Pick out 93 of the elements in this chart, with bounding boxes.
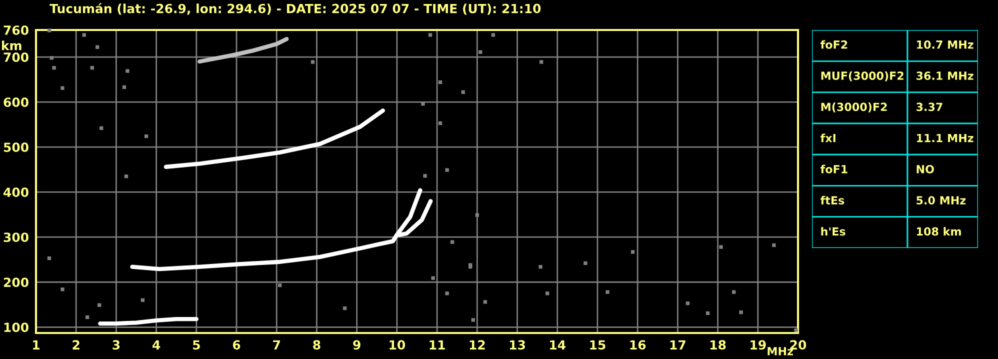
point bbox=[310, 60, 315, 64]
text: h'Es bbox=[821, 227, 846, 236]
text: fxI bbox=[820, 134, 836, 142]
point bbox=[52, 66, 56, 70]
point bbox=[630, 250, 635, 254]
point bbox=[491, 33, 496, 37]
point bbox=[794, 328, 798, 332]
point bbox=[719, 245, 723, 249]
x-tick-label: 5 bbox=[193, 340, 200, 350]
text: foF1 bbox=[820, 164, 848, 174]
y-tick-label: 300 bbox=[4, 232, 28, 242]
point bbox=[732, 290, 736, 294]
point bbox=[450, 240, 454, 244]
point bbox=[461, 90, 465, 94]
x-tick-label: 1 bbox=[33, 340, 40, 350]
point bbox=[82, 33, 86, 37]
point bbox=[60, 287, 64, 292]
point bbox=[431, 276, 435, 280]
x-tick-label: 16 bbox=[630, 340, 646, 350]
text: 3.37 bbox=[916, 102, 942, 112]
point bbox=[606, 290, 610, 294]
x-tick-label: 14 bbox=[550, 340, 566, 350]
x-tick-label: 10 bbox=[390, 340, 406, 350]
point bbox=[706, 311, 710, 316]
x-tick-label: 9 bbox=[353, 340, 360, 350]
x-tick-label: 11 bbox=[430, 340, 445, 350]
x-tick-label: 3 bbox=[112, 340, 120, 350]
text: 5.0 MHz bbox=[916, 196, 966, 205]
point bbox=[538, 264, 542, 269]
point bbox=[423, 174, 427, 178]
point bbox=[739, 310, 743, 314]
text: ftEs bbox=[820, 196, 844, 205]
text: NO bbox=[916, 164, 934, 174]
line-series bbox=[198, 36, 289, 64]
point bbox=[686, 301, 690, 306]
point bbox=[144, 134, 148, 138]
y-tick-label: 200 bbox=[4, 278, 28, 288]
x-tick-label: 17 bbox=[670, 340, 686, 350]
point bbox=[126, 69, 130, 73]
x-tick-label: 4 bbox=[152, 340, 160, 350]
point bbox=[47, 28, 52, 32]
point bbox=[122, 85, 126, 90]
text: MUF(3000)F2 bbox=[821, 71, 904, 82]
point bbox=[96, 45, 100, 49]
point bbox=[85, 315, 90, 320]
point bbox=[546, 292, 550, 296]
line-series bbox=[164, 108, 385, 169]
point bbox=[539, 60, 544, 64]
point bbox=[100, 126, 104, 130]
chart-title: Tucumán (lat: -26.9, lon: 294.6) - DATE: 2025 07 07 - TIME (UT): 21:10 bbox=[50, 3, 541, 15]
y-tick-label: 100 bbox=[4, 322, 28, 332]
x-tick-label: 12 bbox=[470, 340, 485, 350]
y-tick-label: 760 bbox=[4, 25, 28, 35]
x-tick-label: 6 bbox=[232, 340, 240, 350]
x-tick-label: 15 bbox=[590, 340, 606, 350]
point bbox=[445, 168, 449, 172]
point bbox=[428, 33, 432, 37]
x-tick-label: 19 bbox=[750, 340, 766, 350]
point bbox=[438, 121, 442, 126]
x-tick-label: 8 bbox=[313, 340, 320, 350]
point bbox=[90, 66, 94, 70]
point bbox=[278, 283, 282, 288]
point bbox=[471, 318, 475, 322]
x-tick-label: 18 bbox=[710, 340, 726, 350]
text: M(3000)F2 bbox=[821, 102, 887, 112]
text: foF2 bbox=[820, 40, 848, 49]
point bbox=[50, 56, 54, 60]
text: 108 km bbox=[917, 227, 961, 236]
x-tick-label: 7 bbox=[273, 340, 280, 350]
y-tick-label: 700 bbox=[4, 52, 28, 62]
y-tick-label: 400 bbox=[4, 188, 28, 198]
point bbox=[584, 261, 588, 266]
text: 11.1 MHz bbox=[917, 134, 974, 142]
point bbox=[98, 303, 102, 307]
y-tick-label: 600 bbox=[4, 98, 28, 107]
text: 10.7 MHz bbox=[917, 40, 974, 49]
x-tick-label: 2 bbox=[72, 340, 80, 350]
point bbox=[772, 243, 776, 248]
point bbox=[478, 50, 482, 54]
point bbox=[483, 300, 488, 304]
point bbox=[342, 306, 347, 310]
point bbox=[438, 80, 442, 84]
point bbox=[421, 102, 425, 106]
text: 36.1 MHz bbox=[916, 72, 974, 80]
point bbox=[445, 292, 449, 296]
x-tick-label: 13 bbox=[510, 340, 525, 350]
point bbox=[124, 174, 128, 178]
y-axis-title: km bbox=[2, 40, 22, 50]
point bbox=[140, 298, 145, 302]
y-tick-label: 500 bbox=[4, 142, 28, 152]
point bbox=[475, 213, 479, 217]
point bbox=[60, 86, 64, 90]
point bbox=[47, 256, 52, 260]
